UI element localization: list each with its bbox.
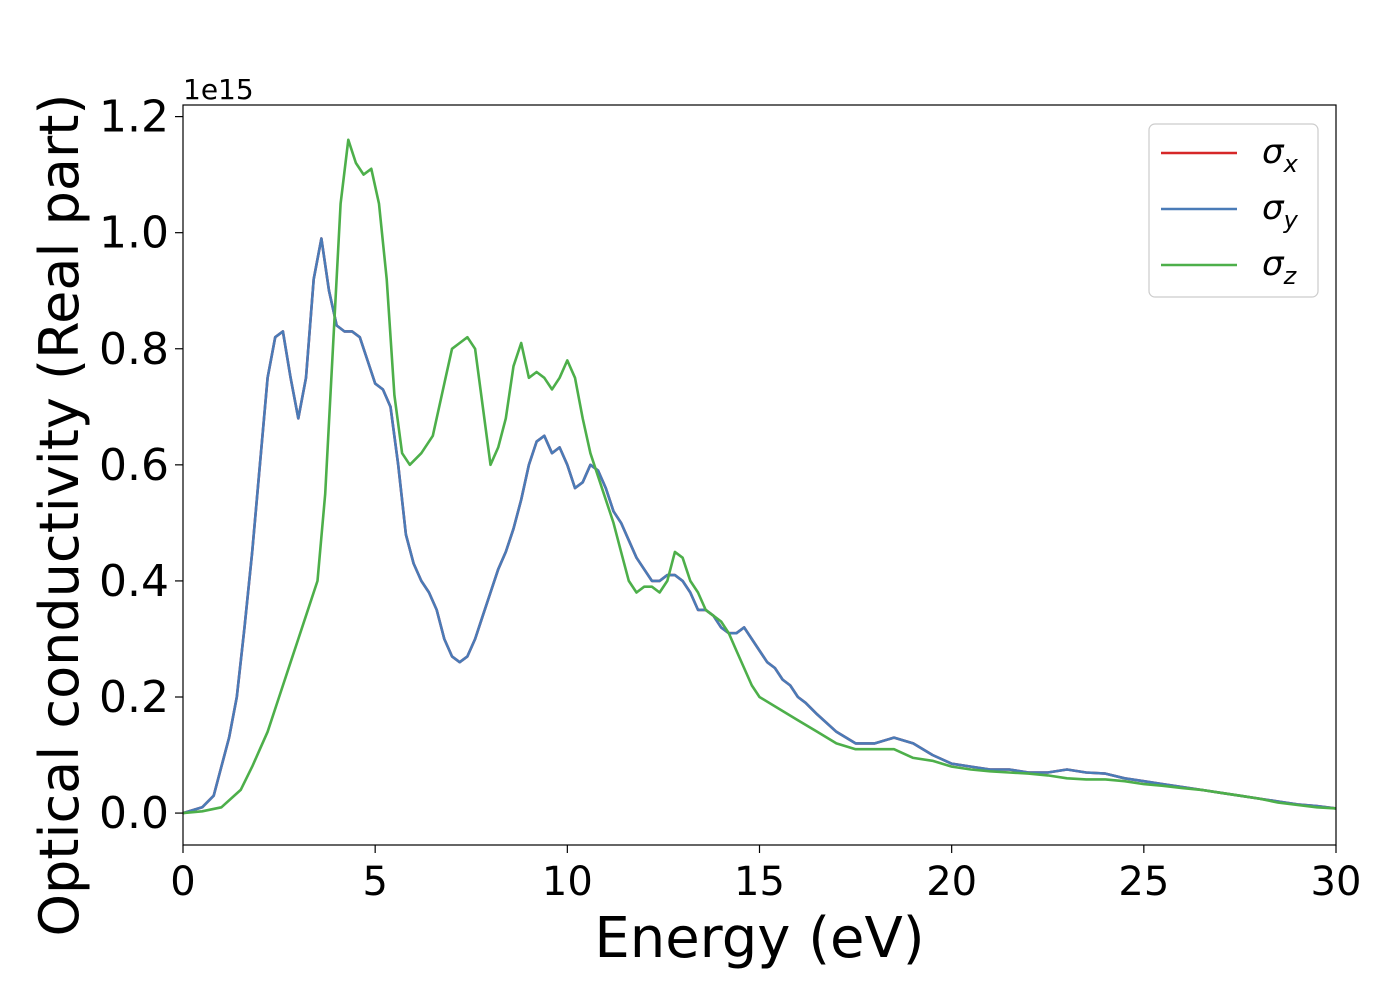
x-axis-ticks: 0 5 10 15 20 25 30	[170, 845, 1361, 905]
x-tick-label: 5	[362, 859, 387, 905]
x-tick-label: 25	[1118, 859, 1169, 905]
x-tick-label: 20	[926, 859, 977, 905]
x-tick-label: 30	[1311, 859, 1362, 905]
legend-label-x: σx	[1262, 132, 1299, 178]
y-axis-offset-label: 1e15	[183, 73, 254, 106]
y-tick-label: 0.4	[99, 556, 169, 607]
legend-box	[1148, 123, 1319, 298]
series-line-z	[182, 138, 1337, 815]
legend-label-y: σy	[1262, 188, 1299, 234]
y-tick-label: 0.6	[99, 440, 169, 491]
legend-label-z: σz	[1262, 244, 1298, 290]
x-tick-label: 0	[170, 859, 195, 905]
y-tick-label: 1.2	[99, 92, 169, 143]
x-tick-label: 10	[542, 859, 593, 905]
y-tick-label: 1.0	[99, 208, 169, 259]
y-tick-label: 0.8	[99, 324, 169, 375]
y-axis-ticks: 0.0 0.2 0.4 0.6 0.8 1.0 1.2	[99, 92, 183, 839]
legend: σx σy σz	[1148, 123, 1319, 298]
x-axis-label: Energy (eV)	[594, 906, 924, 971]
x-tick-label: 15	[734, 859, 785, 905]
y-axis-label: Optical conductivity (Real part)	[28, 94, 91, 937]
series-layer	[182, 138, 1337, 815]
y-tick-label: 0.2	[99, 672, 169, 723]
y-tick-label: 0.0	[99, 788, 169, 839]
